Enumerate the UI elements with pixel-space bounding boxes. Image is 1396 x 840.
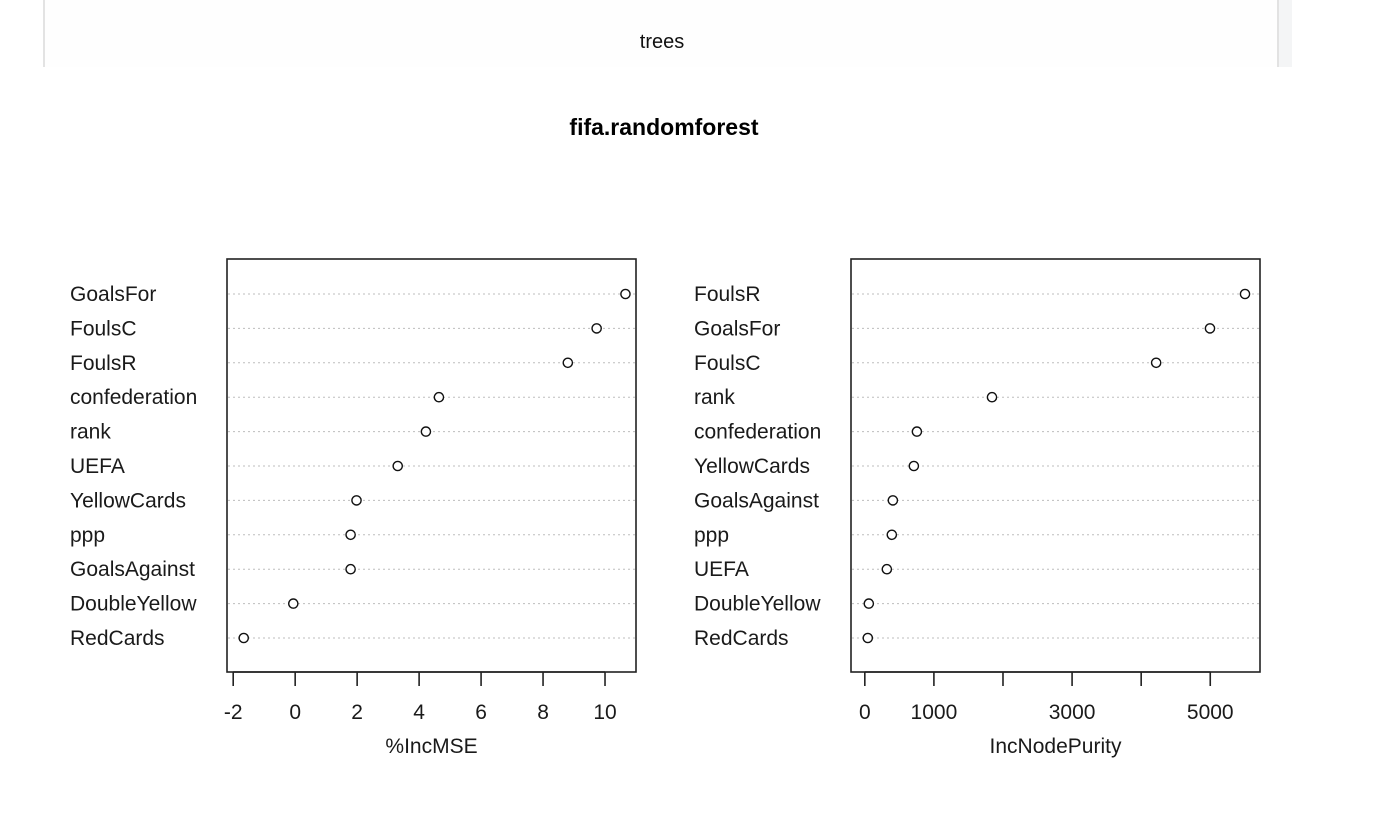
x-tick-label: 10 (593, 701, 616, 724)
category-label: YellowCards (694, 455, 810, 478)
category-label: GoalsFor (70, 283, 156, 306)
category-label: DoubleYellow (70, 593, 197, 616)
category-label: GoalsAgainst (70, 558, 195, 581)
data-point (288, 598, 299, 609)
category-label: UEFA (70, 455, 125, 478)
data-point (1239, 288, 1251, 300)
data-point (1204, 323, 1216, 334)
panel-scrollbar[interactable] (1277, 0, 1292, 67)
x-axis-title: IncNodePurity (990, 735, 1122, 758)
category-label: confederation (694, 421, 821, 444)
data-point (392, 460, 404, 472)
category-label: DoubleYellow (694, 593, 821, 616)
category-label: YellowCards (70, 489, 186, 512)
x-tick-label: 1000 (911, 701, 958, 724)
data-point (238, 632, 250, 644)
data-point (908, 460, 920, 472)
data-point (881, 563, 893, 575)
category-label: rank (70, 421, 111, 444)
category-label: FoulsC (694, 352, 761, 375)
x-tick-label: 3000 (1049, 701, 1096, 724)
category-label: FoulsR (70, 352, 137, 375)
x-tick-label: -2 (224, 701, 243, 724)
data-point (420, 426, 432, 437)
data-point (887, 495, 899, 506)
data-point (986, 391, 998, 403)
category-label: FoulsR (694, 283, 761, 306)
data-point (433, 391, 445, 403)
data-point (345, 529, 356, 541)
data-point (620, 288, 631, 300)
x-tick-label: 8 (537, 701, 549, 724)
data-point (1150, 357, 1162, 369)
x-axis-title: %IncMSE (385, 735, 477, 758)
category-label: confederation (70, 386, 197, 409)
output-panel: trees (43, 0, 1279, 67)
data-point (911, 426, 923, 437)
x-tick-label: 0 (859, 701, 871, 724)
category-label: RedCards (694, 627, 789, 650)
category-label: UEFA (694, 558, 749, 581)
x-tick-label: 5000 (1187, 701, 1234, 724)
chart-title: fifa.randomforest (569, 114, 759, 140)
category-label: rank (694, 386, 735, 409)
data-point (591, 323, 602, 334)
panel-incnodepurity: FoulsR GoalsFor FoulsC rank confederation Yel… (694, 258, 1261, 758)
x-tick-label: 4 (413, 701, 425, 724)
data-point (345, 563, 356, 575)
data-point (863, 598, 875, 609)
category-label: GoalsFor (694, 317, 780, 340)
panel-incmse: GoalsFor FoulsC FoulsR confederation rank UEF… (70, 258, 637, 758)
x-tick-label: 6 (475, 701, 487, 724)
data-point (886, 529, 898, 541)
category-label: ppp (70, 524, 105, 547)
x-tick-label: 0 (289, 701, 301, 724)
category-label: GoalsAgainst (694, 489, 819, 512)
category-label: RedCards (70, 627, 165, 650)
x-tick-label: 2 (351, 701, 363, 724)
data-point (562, 357, 574, 369)
data-point (862, 632, 874, 644)
category-label: FoulsC (70, 317, 137, 340)
data-point (351, 495, 362, 506)
category-label: ppp (694, 524, 729, 547)
panel-label: trees (639, 31, 685, 53)
